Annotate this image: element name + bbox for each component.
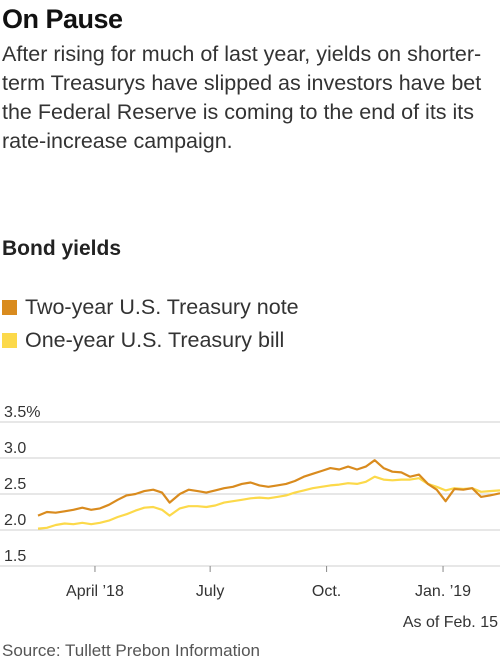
legend-item-one-year: One-year U.S. Treasury bill — [2, 325, 299, 355]
source-note: Source: Tullett Prebon Information — [2, 641, 260, 660]
x-tick-label: Oct. — [312, 583, 341, 600]
legend-swatch-two-year — [2, 299, 17, 315]
x-tick-label: July — [196, 583, 224, 600]
y-tick-label: 3.5% — [4, 404, 40, 421]
chart-title: On Pause — [2, 4, 123, 34]
legend-item-two-year: Two-year U.S. Treasury note — [2, 292, 299, 322]
y-tick-label: 2.5 — [4, 476, 26, 493]
series-line-two-year — [37, 459, 500, 517]
x-tick-label: Jan. ’19 — [415, 583, 471, 600]
legend-label-one-year: One-year U.S. Treasury bill — [25, 327, 285, 352]
y-tick-label: 3.0 — [4, 440, 26, 457]
y-tick-label: 1.5 — [4, 548, 26, 565]
chart-subtitle: After rising for much of last year, yiel… — [2, 42, 482, 153]
legend: Two-year U.S. Treasury note One-year U.S… — [2, 292, 299, 358]
legend-label-two-year: Two-year U.S. Treasury note — [25, 294, 299, 319]
series-line-one-year — [37, 475, 500, 530]
x-tick-label: April ’18 — [66, 583, 124, 600]
chart-label: Bond yields — [2, 237, 122, 260]
as-of-note: As of Feb. 15 — [402, 614, 498, 631]
line-chart: 3.5% 3.0 2.5 2.0 1.5 April ’18 July Oct. Jan. ’1… — [0, 404, 500, 600]
y-tick-label: 2.0 — [4, 512, 26, 529]
legend-swatch-one-year — [2, 332, 17, 348]
